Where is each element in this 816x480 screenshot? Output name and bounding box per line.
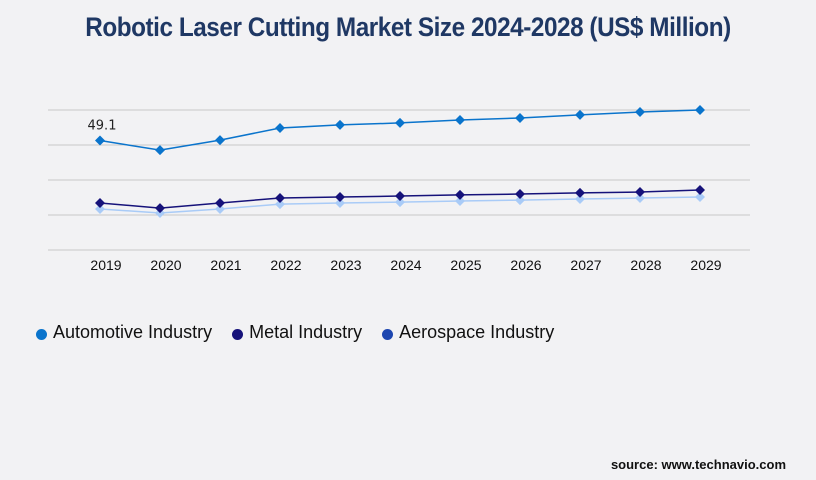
data-point [455, 189, 465, 200]
data-point [95, 203, 105, 214]
data-point [695, 185, 705, 196]
data-point [635, 107, 645, 118]
data-point [335, 119, 345, 130]
legend-label: Aerospace Industry [399, 322, 555, 342]
data-point [215, 197, 225, 208]
data-point [575, 109, 585, 120]
data-point [215, 203, 225, 214]
chart-title: Robotic Laser Cutting Market Size 2024-2… [85, 12, 731, 42]
data-point [395, 191, 405, 202]
data-point [635, 187, 645, 198]
legend-item-metal: Metal Industry [232, 322, 362, 343]
data-point [155, 203, 165, 214]
series-line-automotive-industry [99, 109, 701, 151]
source-note: source: www.technavio.com [610, 457, 786, 472]
data-point [575, 187, 585, 198]
legend-marker-icon [232, 329, 244, 340]
data-point [455, 115, 465, 126]
x-tick-label: 2029 [690, 257, 721, 273]
data-point [515, 113, 525, 124]
data-point [155, 145, 165, 156]
legend: Automotive Industry Metal Industry Aeros… [36, 322, 554, 343]
series-lines [95, 105, 705, 218]
data-point [635, 193, 645, 204]
x-tick-label: 2020 [150, 257, 181, 273]
data-point [455, 195, 465, 206]
x-tick-label: 2019 [90, 257, 121, 273]
x-tick-label: 2023 [330, 257, 361, 273]
legend-item-aerospace: Aerospace Industry [382, 322, 554, 343]
legend-item-automotive: Automotive Industry [36, 322, 212, 343]
x-tick-label: 2027 [570, 257, 601, 273]
annotations: 49.1 [88, 119, 117, 134]
data-point [515, 189, 525, 200]
data-point [335, 191, 345, 202]
x-tick-label: 2024 [390, 257, 421, 273]
data-point [575, 193, 585, 204]
data-label: 49.1 [88, 119, 117, 134]
x-tick-label: 2026 [510, 257, 541, 273]
data-point [275, 123, 285, 134]
x-tick-label: 2025 [450, 257, 481, 273]
data-point [95, 197, 105, 208]
data-point [215, 135, 225, 146]
data-point [95, 135, 105, 146]
data-point [275, 199, 285, 210]
legend-label: Automotive Industry [53, 322, 213, 342]
x-tick-label: 2022 [270, 257, 301, 273]
x-tick-label: 2021 [210, 257, 241, 273]
data-point [395, 117, 405, 128]
data-point [695, 191, 705, 202]
legend-label: Metal Industry [249, 322, 363, 342]
gridlines [48, 109, 750, 251]
x-tick-label: 2028 [630, 257, 661, 273]
data-point [395, 197, 405, 208]
line-chart: 2019 2020 2021 2022 2023 2024 2025 2026 2027 2028… [48, 105, 750, 273]
legend-marker-icon [36, 329, 47, 340]
legend-marker-icon [382, 329, 394, 340]
data-point [275, 193, 285, 204]
x-axis-ticks: 2019 2020 2021 2022 2023 2024 2025 2026 2027 2028… [90, 257, 721, 273]
data-point [335, 197, 345, 208]
data-point [515, 195, 525, 206]
data-point [695, 105, 705, 115]
